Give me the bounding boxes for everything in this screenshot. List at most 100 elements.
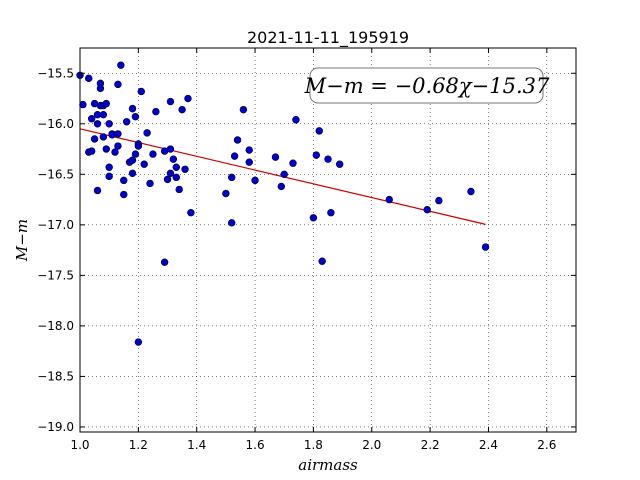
data-point [79,100,87,109]
data-point [134,142,143,150]
data-point [169,155,178,163]
data-point [245,146,253,154]
data-point [114,130,122,138]
data-point [385,195,393,204]
x-tick-labels: 1.0 1.2 1.4 1.6 1.8 2.0 2.2 2.4 2.6 [70,438,556,452]
data-point [312,151,321,159]
data-point [166,97,175,106]
data-point [111,148,119,156]
data-point [327,209,335,217]
data-point [102,99,110,108]
x-tick-label: 1.8 [304,438,323,452]
data-point [114,80,122,89]
x-tick-label: 1.6 [246,438,265,452]
data-point [120,176,128,185]
data-point [233,136,242,144]
annotation-box [309,67,544,104]
data-point [289,159,297,167]
y-tick-label: −16.0 [37,117,74,131]
data-point [335,160,344,168]
data-point [99,110,108,119]
data-point [105,172,113,181]
data-point [131,113,140,121]
plot-background [80,48,576,432]
fit-equation-annotation: M−m = −0.68χ−15.37 [304,74,550,98]
x-tick-label: 2.2 [421,438,440,452]
data-point [140,160,148,168]
data-point [277,182,286,191]
data-point [99,133,108,141]
data-point [105,120,113,128]
data-point [239,105,248,114]
data-point [137,87,145,96]
data-point [134,338,143,346]
data-point [230,152,239,160]
data-point [166,169,175,178]
data-point [90,135,99,143]
data-point [160,258,169,266]
data-point [85,74,93,83]
data-point [245,158,253,166]
data-point [102,145,110,153]
data-point [309,214,318,222]
data-point [423,205,431,214]
data-point [175,185,183,194]
data-point [251,176,259,185]
data-point [187,209,195,217]
data-point [117,61,125,69]
data-point [128,169,137,178]
x-tick-label: 1.2 [129,438,148,452]
chart-title: 2021-11-11_195919 [247,28,409,48]
data-point [163,175,172,184]
y-tick-label: −17.5 [37,268,74,282]
y-tick-label: −17.0 [37,218,74,232]
data-point [146,179,154,188]
x-tick-label: 1.0 [70,438,89,452]
data-point [271,153,280,161]
data-point [184,94,192,103]
data-point [315,127,323,135]
data-points [76,61,490,346]
data-point [87,147,96,155]
data-point [181,165,189,173]
plot-frame [79,47,577,433]
data-point [114,142,122,150]
data-point [318,257,326,265]
data-point [228,173,236,182]
ticks [79,48,576,432]
x-tick-label: 2.0 [362,438,381,452]
data-point [222,189,230,198]
data-point [131,150,140,158]
data-point [178,105,186,114]
y-axis-label: M−m [13,219,31,262]
data-point [152,107,160,116]
data-point [120,190,128,199]
y-tick-labels: −15.5 −16.0 −16.5 −17.0 −17.5 −18.0 −18.5 −19.0 [37,66,74,434]
data-point [93,120,102,128]
x-tick-label: 2.6 [537,438,556,452]
y-tick-label: −19.0 [37,420,74,434]
data-point [122,118,131,126]
y-tick-label: −18.0 [37,319,74,333]
data-point [467,187,475,196]
data-point [96,84,105,93]
data-point [280,170,288,179]
data-point [324,155,332,163]
data-point [172,173,180,182]
data-point [435,196,443,205]
y-tick-label: −15.5 [37,66,74,80]
data-point [128,104,137,113]
y-tick-label: −16.5 [37,167,74,181]
data-point [149,150,157,158]
data-point [128,156,137,164]
data-point [292,116,300,124]
data-point [228,219,236,227]
y-tick-label: −18.5 [37,369,74,383]
x-axis-label: airmass [298,456,358,474]
data-point [481,243,490,251]
data-point [166,145,175,153]
x-tick-label: 1.4 [187,438,206,452]
data-point [143,129,151,137]
data-point [172,163,180,171]
